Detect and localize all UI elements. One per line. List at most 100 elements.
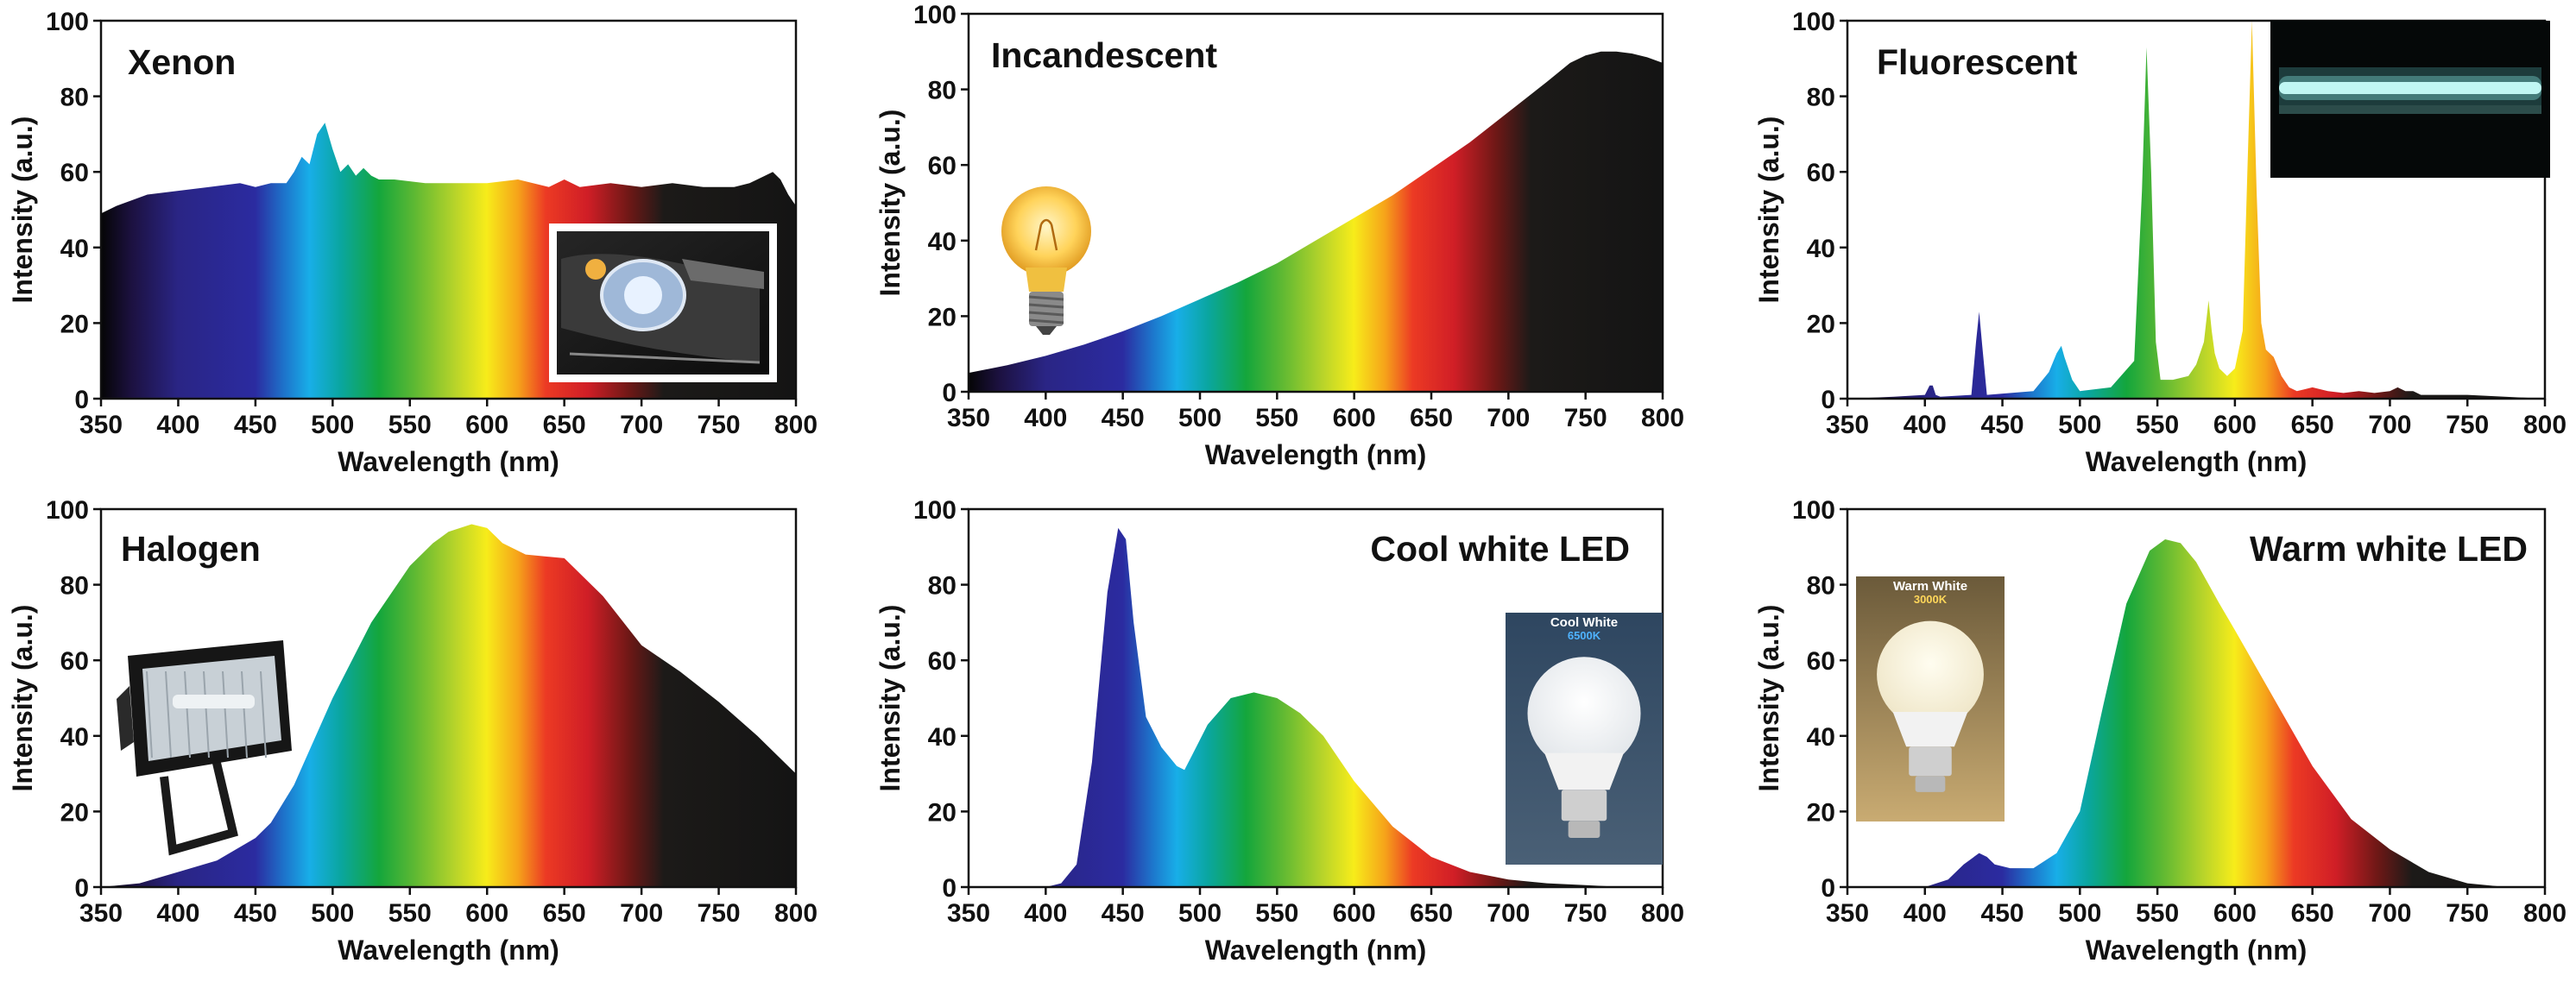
y-tick-label: 20: [1807, 798, 1835, 827]
y-tick-label: 60: [1807, 159, 1835, 187]
y-axis-label: Intensity (a.u.): [1753, 605, 1784, 792]
x-tick-label: 600: [2213, 411, 2257, 439]
x-tick-label: 550: [388, 899, 432, 928]
y-tick-label: 20: [1807, 310, 1835, 338]
y-tick-label: 40: [1807, 235, 1835, 263]
x-tick-label: 700: [2368, 899, 2411, 928]
panel-title: Xenon: [128, 42, 236, 82]
x-tick-label: 750: [1564, 899, 1607, 928]
panel-title: Fluorescent: [1877, 42, 2078, 82]
x-tick-label: 800: [2523, 411, 2567, 439]
x-tick-label: 600: [465, 411, 508, 439]
photo-subcaption: 6500K: [1568, 629, 1601, 642]
y-tick-label: 20: [60, 310, 89, 338]
panel-warm_led: 350 400 450 500 550 600 650 700 750 800 0 20 40 60 80 1…: [1753, 496, 2567, 966]
plot-frame: [99, 19, 798, 400]
x-tick-label: 650: [2291, 899, 2334, 928]
x-tick-label: 350: [947, 899, 990, 928]
spectrum-area-halogen: [101, 524, 796, 887]
spectrum-area-cool_led: [969, 527, 1663, 887]
x-tick-label: 350: [1826, 899, 1869, 928]
y-tick-label: 0: [74, 386, 89, 414]
y-tick-label: 40: [928, 228, 957, 256]
x-tick-label: 750: [1564, 404, 1607, 432]
plot-frame: [99, 507, 798, 889]
x-tick-label: 800: [1641, 899, 1684, 928]
car-headlight-photo: [549, 223, 777, 382]
plot-frame: [1846, 507, 2547, 889]
x-tick-label: 650: [2291, 411, 2334, 439]
photo-subcaption: 3000K: [1914, 593, 1948, 606]
x-axis-label: Wavelength (nm): [2086, 446, 2308, 477]
x-tick-label: 700: [1487, 404, 1530, 432]
y-tick-label: 100: [1792, 496, 1835, 525]
y-tick-label: 100: [913, 496, 957, 525]
x-tick-label: 550: [2136, 411, 2179, 439]
y-tick-label: 60: [60, 647, 89, 676]
x-tick-label: 350: [79, 411, 123, 439]
x-tick-label: 650: [1410, 404, 1453, 432]
x-tick-label: 400: [156, 899, 199, 928]
x-tick-label: 500: [1178, 899, 1222, 928]
y-axis-label: Intensity (a.u.): [7, 116, 38, 304]
x-tick-label: 350: [1826, 411, 1869, 439]
x-tick-label: 400: [156, 411, 199, 439]
y-tick-label: 20: [928, 303, 957, 331]
panel-title: Halogen: [121, 529, 261, 569]
y-tick-label: 100: [46, 8, 89, 36]
panel-title: Incandescent: [991, 35, 1217, 75]
y-axis-label: Intensity (a.u.): [874, 605, 906, 792]
x-axis-label: Wavelength (nm): [338, 935, 559, 966]
y-tick-label: 40: [60, 723, 89, 752]
x-tick-label: 800: [774, 411, 818, 439]
x-tick-label: 400: [1904, 411, 1947, 439]
photo-caption: Warm White: [1893, 579, 1967, 594]
y-axis-label: Intensity (a.u.): [1753, 116, 1784, 304]
x-axis-label: Wavelength (nm): [2086, 935, 2308, 966]
x-axis-label: Wavelength (nm): [1205, 439, 1427, 470]
plot-frame: [967, 12, 1664, 393]
x-tick-label: 550: [2136, 899, 2179, 928]
y-tick-label: 40: [928, 723, 957, 752]
y-tick-label: 80: [60, 572, 89, 601]
y-tick-label: 60: [1807, 647, 1835, 676]
y-tick-label: 80: [60, 84, 89, 112]
y-tick-label: 100: [1792, 8, 1835, 36]
y-tick-label: 80: [928, 572, 957, 601]
x-tick-label: 450: [1102, 899, 1145, 928]
x-axis-label: Wavelength (nm): [1205, 935, 1427, 966]
x-tick-label: 650: [1410, 899, 1453, 928]
x-tick-label: 500: [311, 411, 354, 439]
x-tick-label: 600: [465, 899, 508, 928]
y-tick-label: 40: [60, 235, 89, 263]
x-tick-label: 450: [1981, 899, 2024, 928]
x-axis-label: Wavelength (nm): [338, 446, 559, 477]
x-tick-label: 800: [2523, 899, 2567, 928]
x-tick-label: 500: [2058, 411, 2101, 439]
y-tick-label: 100: [46, 496, 89, 525]
plot-frame: [1846, 19, 2547, 400]
x-tick-label: 750: [2446, 899, 2489, 928]
y-tick-label: 0: [74, 874, 89, 903]
y-tick-label: 0: [1821, 386, 1835, 414]
x-tick-label: 500: [1178, 404, 1222, 432]
y-tick-label: 20: [60, 798, 89, 827]
panel-fluorescent: 350 400 450 500 550 600 650 700 750 800 0 20 40 60 80 1…: [1753, 8, 2567, 477]
x-tick-label: 550: [1255, 404, 1298, 432]
x-tick-label: 750: [698, 899, 741, 928]
y-axis-label: Intensity (a.u.): [7, 605, 38, 792]
y-tick-label: 60: [60, 159, 89, 187]
x-tick-label: 450: [1981, 411, 2024, 439]
x-tick-label: 500: [311, 899, 354, 928]
y-tick-label: 0: [942, 379, 957, 407]
y-axis-label: Intensity (a.u.): [874, 110, 906, 297]
x-tick-label: 350: [947, 404, 990, 432]
x-tick-label: 450: [234, 899, 277, 928]
y-tick-label: 80: [1807, 84, 1835, 112]
x-tick-label: 750: [698, 411, 741, 439]
panel-incandescent: 350 400 450 500 550 600 650 700 750 800 0 20 40 60 80 1…: [874, 1, 1684, 470]
panel-halogen: 350 400 450 500 550 600 650 700 750 800 0 20 40 60 80 1…: [7, 496, 818, 966]
